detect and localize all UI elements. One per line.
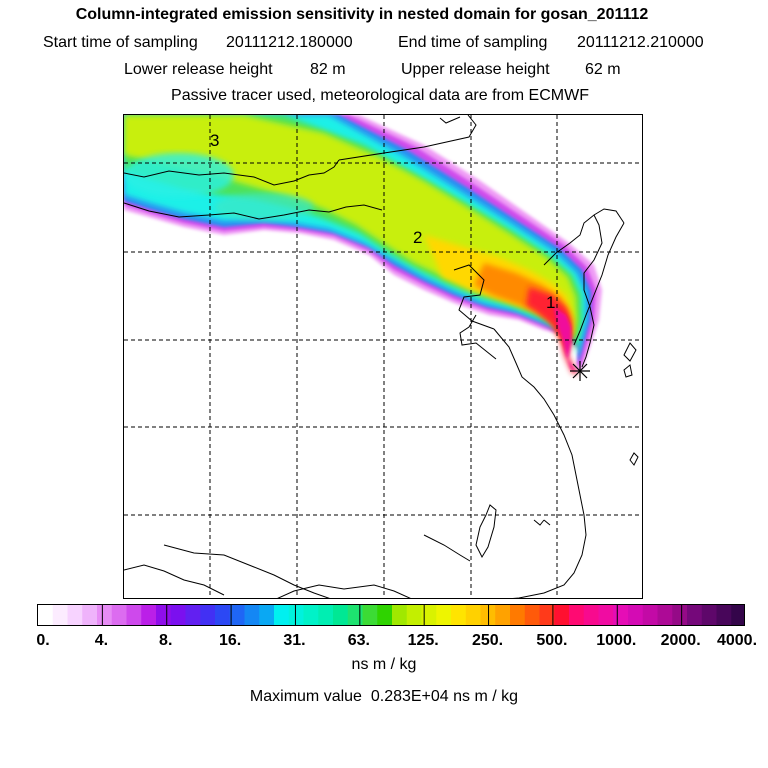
colorbar-cell [642, 605, 659, 625]
colorbar-cell [598, 605, 614, 625]
colorbar-cell [628, 605, 644, 625]
colorbar-cell [377, 605, 393, 625]
colorbar-cell [52, 605, 69, 625]
colorbar-cell [392, 605, 408, 625]
colorbar-tick-label: 250. [471, 632, 504, 649]
lower-height-label: Lower release height [124, 61, 273, 78]
plume-patch [124, 153, 234, 197]
colorbar-cell [303, 605, 319, 625]
colorbar-cell [67, 605, 83, 625]
map-grid [124, 115, 642, 598]
colorbar-cell [421, 605, 437, 625]
end-time-label: End time of sampling [398, 34, 548, 51]
max-value: 0.283E+04 [370, 688, 449, 705]
plume-layer-orange [474, 263, 570, 347]
colorbar-cell [156, 605, 172, 625]
plume-layer-red [526, 287, 578, 375]
emission-plume [124, 115, 602, 375]
colorbar-cell [672, 605, 688, 625]
plume-label-2: 2 [413, 228, 422, 247]
colorbar-cell [657, 605, 673, 625]
plume-label-1: 1 [546, 293, 555, 312]
map-svg: 3 2 1 [124, 115, 642, 598]
colorbar [37, 604, 745, 626]
colorbar-tick-label: 1000. [596, 632, 637, 649]
colorbar-tick-label: 4000. [716, 632, 758, 649]
colorbar-tick-label: 0. [36, 632, 50, 649]
colorbar-cell [111, 605, 128, 625]
colorbar-unit: ns m / kg [351, 656, 417, 673]
end-time-value: 20111212.210000 [577, 34, 704, 51]
colorbar-cell [495, 605, 511, 625]
colorbar-cell [539, 605, 555, 625]
colorbar-cell [215, 605, 231, 625]
colorbar-cell [38, 605, 54, 625]
colorbar-cell [451, 605, 467, 625]
colorbar-tick-label: 63. [347, 632, 370, 649]
colorbar-cell [510, 605, 526, 625]
colorbar-cell [274, 605, 290, 625]
colorbar-tick-label: 8. [159, 632, 173, 649]
colorbar-cell [465, 605, 482, 625]
colorbar-cell [141, 605, 157, 625]
colorbar-cell [436, 605, 452, 625]
colorbar-tick-label: 2000. [660, 632, 701, 649]
colorbar-cell [185, 605, 201, 625]
colorbar-cell [687, 605, 703, 625]
colorbar-tick-label: 31. [283, 632, 306, 649]
colorbar-cell [244, 605, 260, 625]
colorbar-cell [318, 605, 334, 625]
map-panel: 3 2 1 [123, 114, 643, 599]
colorbar-cell [82, 605, 98, 625]
colorbar-svg [38, 605, 744, 625]
tracer-note: Passive tracer used, meteorological data… [171, 87, 589, 104]
max-label: Maximum value [249, 688, 362, 705]
plume-label-3: 3 [210, 131, 219, 150]
colorbar-cell [259, 605, 275, 625]
colorbar-tick-label: 16. [218, 632, 242, 649]
upper-height-value: 62 m [585, 61, 621, 78]
start-time-label: Start time of sampling [43, 34, 198, 51]
colorbar-cell [524, 605, 541, 625]
colorbar-cell [347, 605, 364, 625]
maximum-value-line: Maximum value 0.283E+04 ns m / kg [0, 688, 768, 706]
release-point-star-icon [570, 361, 590, 381]
colorbar-cell [716, 605, 732, 625]
colorbar-cell [569, 605, 585, 625]
colorbar-cell [170, 605, 187, 625]
colorbar-tick-label: 125. [407, 632, 439, 649]
max-unit: ns m / kg [453, 688, 519, 705]
colorbar-cell [362, 605, 378, 625]
colorbar-cell [97, 605, 113, 625]
colorbar-cell [554, 605, 570, 625]
start-time-value: 20111212.180000 [226, 34, 353, 51]
plume-patch [214, 193, 314, 221]
colorbar-cell [701, 605, 718, 625]
plume-labels: 3 2 1 [210, 131, 555, 312]
upper-height-label: Upper release height [401, 61, 550, 78]
colorbar-cell [731, 605, 744, 625]
colorbar-cell [333, 605, 349, 625]
colorbar-cell [613, 605, 629, 625]
colorbar-cell [288, 605, 305, 625]
colorbar-tick-label: 4. [94, 632, 109, 649]
colorbar-cell [229, 605, 246, 625]
coastlines [124, 115, 639, 598]
colorbar-cell [406, 605, 423, 625]
colorbar-cell [126, 605, 142, 625]
lower-height-value: 82 m [310, 61, 346, 78]
colorbar-cell [583, 605, 600, 625]
figure-title: Column-integrated emission sensitivity i… [75, 6, 649, 23]
colorbar-tick-label: 500. [536, 632, 568, 649]
colorbar-cell [200, 605, 216, 625]
colorbar-ticks: 0. 4. 8. 16. 31. 63. 125. 250. 500. 1000. 2000. 400… [0, 632, 768, 652]
